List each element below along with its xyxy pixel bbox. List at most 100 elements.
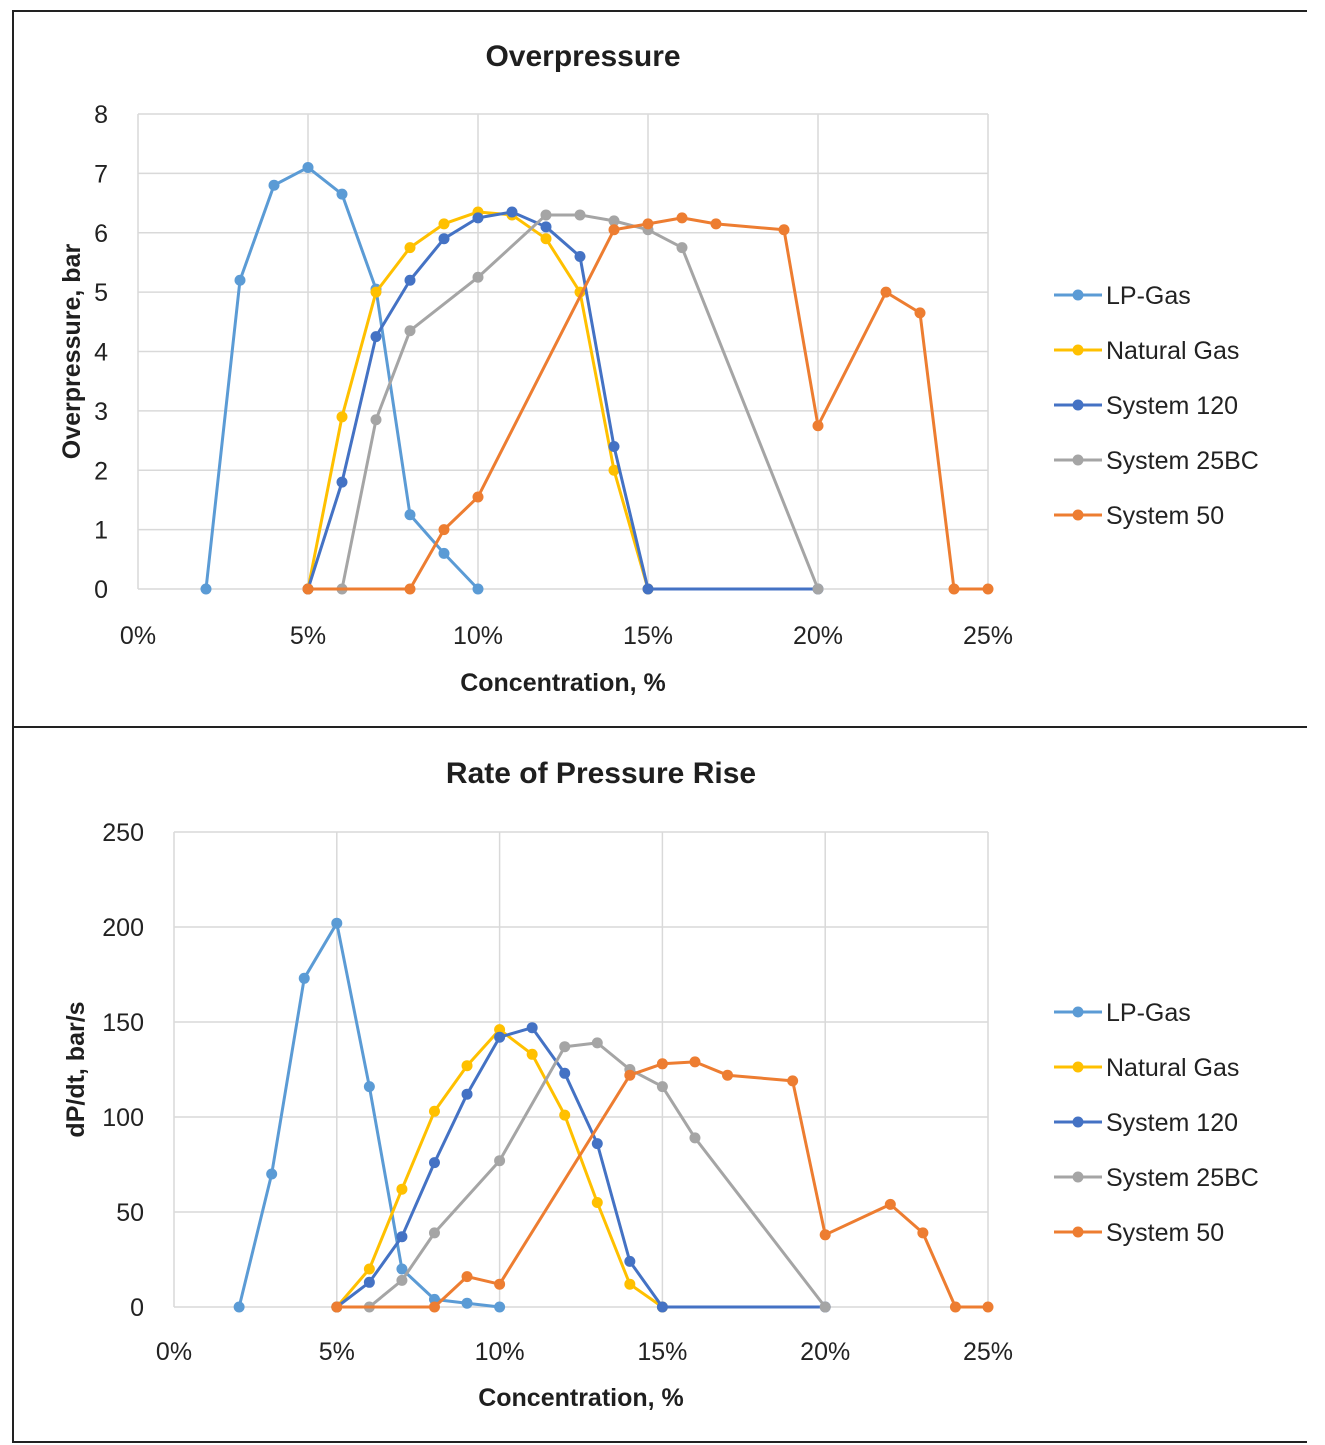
data-point [574, 209, 586, 221]
series-line [308, 216, 988, 591]
legend-marker [1072, 1061, 1084, 1073]
series-line [306, 210, 818, 591]
y-tick-label: 200 [102, 914, 144, 942]
y-tick-label: 0 [130, 1294, 144, 1322]
data-point [819, 1229, 831, 1241]
x-axis-title: Concentration, % [460, 669, 666, 697]
data-point [370, 331, 382, 343]
data-point [591, 1037, 603, 1049]
data-point [494, 1278, 506, 1290]
data-point [559, 1067, 571, 1079]
data-point [540, 209, 552, 221]
data-point [914, 307, 926, 319]
data-point [428, 1227, 440, 1239]
data-point [559, 1041, 571, 1053]
data-point [608, 224, 620, 236]
data-point [591, 1138, 603, 1150]
y-tick-label: 250 [102, 819, 144, 847]
data-point [336, 476, 348, 488]
data-point [812, 583, 824, 595]
data-point [396, 1263, 408, 1275]
data-point [404, 583, 416, 595]
data-point [396, 1231, 408, 1243]
data-point [676, 212, 688, 224]
data-point [461, 1060, 473, 1072]
data-point [370, 414, 382, 426]
x-tick-label: 15% [623, 622, 673, 650]
data-point [363, 1276, 375, 1288]
x-tick-label: 25% [963, 622, 1013, 650]
data-point [302, 161, 314, 173]
data-point [494, 1031, 506, 1043]
data-point [642, 583, 654, 595]
y-tick-label: 0 [94, 576, 108, 604]
legend-label: System 25BC [1106, 1164, 1259, 1192]
data-point [331, 917, 343, 929]
y-axis-title: Overpressure, bar [58, 244, 86, 460]
series-line [340, 213, 820, 590]
series-line [335, 1026, 826, 1309]
data-point [494, 1024, 506, 1036]
rate-of-pressure-rise-chart-panel: Rate of Pressure Rise 0 50 100 150 200 250 0% 5%… [12, 726, 1307, 1443]
y-tick-label: 8 [94, 101, 108, 129]
legend-marker [1072, 399, 1084, 411]
data-point [396, 1183, 408, 1195]
data-point [526, 1022, 538, 1034]
data-point [917, 1227, 929, 1239]
data-point [233, 1301, 245, 1313]
data-point [574, 251, 586, 262]
data-point [438, 218, 450, 230]
y-axis-title: dP/dt, bar/s [62, 1001, 90, 1137]
series-line [204, 165, 480, 591]
data-point [298, 972, 310, 984]
x-axis-title: Concentration, % [478, 1384, 684, 1412]
data-point [778, 224, 790, 236]
data-point [710, 218, 722, 230]
data-point [689, 1132, 701, 1144]
data-point [949, 1301, 961, 1313]
x-tick-label: 20% [800, 1338, 850, 1366]
series-line [368, 1041, 827, 1309]
x-tick-label: 10% [453, 622, 503, 650]
legend-label: Natural Gas [1106, 1054, 1239, 1082]
y-tick-label: 50 [116, 1199, 144, 1227]
data-point [656, 1081, 668, 1093]
x-tick-label: 5% [319, 1338, 355, 1366]
data-point [268, 179, 280, 191]
legend-label: LP-Gas [1106, 999, 1191, 1027]
data-point [461, 1271, 473, 1283]
data-point [396, 1274, 408, 1286]
data-point [722, 1069, 734, 1081]
data-point [404, 274, 416, 286]
legend-marker [1072, 454, 1084, 466]
data-point [363, 1081, 375, 1093]
data-point [472, 212, 484, 224]
data-point [404, 242, 416, 254]
chart-title: Rate of Pressure Rise [446, 757, 756, 790]
data-point [884, 1198, 896, 1210]
data-point [540, 221, 552, 233]
data-point [234, 274, 246, 286]
legend-label: System 50 [1106, 1219, 1224, 1247]
data-point [812, 420, 824, 432]
data-point [404, 325, 416, 337]
y-tick-label: 5 [94, 279, 108, 307]
legend-marker [1072, 1116, 1084, 1128]
data-point [982, 583, 994, 595]
data-point [302, 583, 314, 595]
data-point [656, 1058, 668, 1070]
data-point [526, 1048, 538, 1060]
data-point [200, 583, 212, 595]
y-tick-label: 7 [94, 160, 108, 188]
data-point [336, 188, 348, 200]
legend-marker [1072, 289, 1084, 301]
data-point [676, 242, 688, 254]
data-point [428, 1293, 440, 1305]
x-tick-label: 10% [475, 1338, 525, 1366]
legend-label: System 25BC [1106, 447, 1259, 475]
x-tick-label: 0% [156, 1338, 192, 1366]
y-tick-label: 2 [94, 457, 108, 485]
legend-marker [1072, 1171, 1084, 1183]
data-point [438, 547, 450, 559]
series-line [336, 1060, 988, 1309]
